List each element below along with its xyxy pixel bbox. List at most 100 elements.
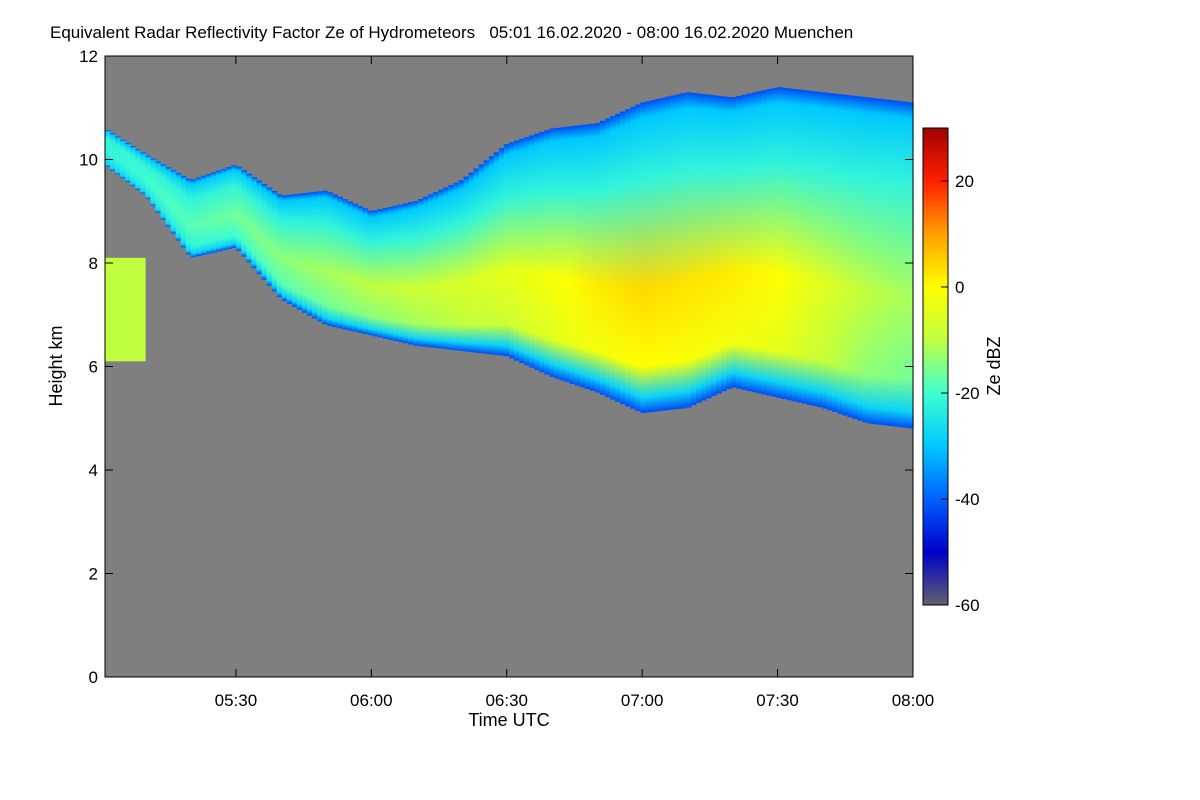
echo-column bbox=[478, 164, 485, 354]
echo-column bbox=[680, 93, 687, 409]
echo-column bbox=[458, 180, 465, 351]
echo-column bbox=[786, 88, 793, 401]
echo-column bbox=[236, 166, 242, 251]
echo-column bbox=[791, 88, 798, 402]
echo-column bbox=[524, 137, 530, 366]
echo-column bbox=[877, 98, 884, 425]
echo-column bbox=[554, 127, 561, 379]
x-tick-label: 07:30 bbox=[756, 691, 799, 710]
echo-column bbox=[190, 179, 197, 258]
echo-column bbox=[806, 90, 813, 405]
echo-column bbox=[387, 206, 394, 340]
echo-column bbox=[155, 161, 162, 213]
echo-column bbox=[286, 194, 293, 304]
echo-column bbox=[175, 173, 182, 241]
y-axis-label: Height km bbox=[46, 325, 66, 406]
echo-column bbox=[776, 87, 783, 398]
echo-column bbox=[463, 176, 470, 352]
echo-column bbox=[539, 131, 545, 373]
echo-column bbox=[397, 204, 404, 343]
echo-column bbox=[751, 92, 758, 393]
echo-column bbox=[392, 205, 399, 341]
y-axis: 0 2 4 6 8 10 12 bbox=[79, 47, 913, 687]
echo-column bbox=[589, 123, 596, 391]
echo-column bbox=[716, 95, 722, 394]
echo-column bbox=[832, 93, 838, 413]
echo-column bbox=[509, 142, 515, 359]
echo-column bbox=[443, 187, 449, 350]
echo-column bbox=[907, 102, 914, 429]
echo-column bbox=[195, 177, 202, 257]
echo-column bbox=[892, 100, 899, 427]
echo-column bbox=[488, 156, 495, 355]
echo-column bbox=[312, 191, 318, 319]
echo-column bbox=[579, 124, 586, 388]
echo-column bbox=[377, 209, 384, 338]
echo-column bbox=[498, 148, 505, 356]
echo-column bbox=[327, 192, 333, 326]
echo-column bbox=[852, 95, 859, 419]
echo-column bbox=[125, 142, 131, 183]
echo-column bbox=[837, 94, 843, 414]
echo-column bbox=[200, 175, 207, 255]
echo-column bbox=[145, 155, 152, 199]
echo-column bbox=[296, 193, 303, 310]
echo-column bbox=[544, 130, 550, 375]
echo-column bbox=[241, 170, 247, 257]
x-tick-label: 05:30 bbox=[215, 691, 258, 710]
echo-column bbox=[246, 173, 253, 263]
echo-column bbox=[120, 139, 126, 179]
echo-column bbox=[473, 168, 480, 353]
echo-column bbox=[756, 91, 763, 394]
colorbar-tick-label: -60 bbox=[955, 596, 980, 615]
echo-column bbox=[700, 94, 707, 401]
echo-column bbox=[150, 158, 157, 206]
echo-column bbox=[529, 135, 535, 368]
echo-column bbox=[650, 100, 657, 412]
echo-column bbox=[685, 92, 692, 408]
echo-column bbox=[812, 91, 818, 407]
echo-column bbox=[115, 136, 121, 175]
echo-column bbox=[291, 194, 298, 307]
echo-column bbox=[670, 95, 677, 410]
echo-column bbox=[438, 189, 444, 349]
echo-column bbox=[276, 194, 283, 298]
colorbar-tick-label: 0 bbox=[955, 278, 964, 297]
echo-column bbox=[705, 94, 712, 399]
echo-column bbox=[130, 146, 136, 186]
colorbar-tick-label: -40 bbox=[955, 490, 980, 509]
echo-column bbox=[726, 96, 732, 389]
colorbar: 20 0 -20 -40 -60 Ze dBZ bbox=[922, 127, 1004, 615]
echo-column bbox=[367, 210, 374, 336]
echo-column bbox=[170, 170, 177, 234]
echo-column bbox=[766, 89, 773, 396]
echo-column bbox=[362, 208, 369, 335]
echo-column bbox=[625, 109, 631, 407]
echo-column bbox=[251, 177, 258, 269]
plot-area bbox=[104, 55, 914, 678]
echo-column bbox=[165, 167, 172, 227]
echo-column bbox=[796, 89, 803, 403]
echo-column bbox=[721, 96, 727, 392]
echo-column bbox=[817, 91, 823, 408]
echo-column bbox=[655, 98, 662, 412]
echo-column bbox=[372, 210, 379, 337]
y-tick-label: 4 bbox=[89, 461, 98, 480]
echo-column bbox=[902, 101, 909, 428]
echo-column bbox=[731, 97, 737, 388]
echo-column bbox=[857, 96, 864, 421]
echo-column bbox=[620, 111, 626, 405]
echo-column bbox=[822, 92, 828, 409]
x-tick-label: 07:00 bbox=[621, 691, 664, 710]
echo-column bbox=[635, 104, 641, 412]
echo-column bbox=[281, 195, 288, 302]
echo-column bbox=[206, 174, 212, 254]
echo-column bbox=[408, 202, 414, 345]
echo-column bbox=[847, 95, 853, 418]
isolated-echo bbox=[105, 257, 146, 362]
echo-column bbox=[690, 92, 697, 406]
echo-column bbox=[604, 118, 611, 398]
echo-column bbox=[185, 178, 192, 255]
echo-column bbox=[660, 97, 667, 411]
